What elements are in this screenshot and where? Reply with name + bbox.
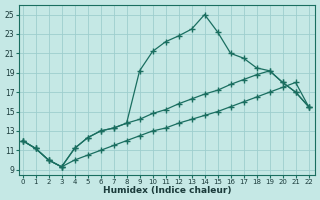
X-axis label: Humidex (Indice chaleur): Humidex (Indice chaleur) — [103, 186, 231, 195]
